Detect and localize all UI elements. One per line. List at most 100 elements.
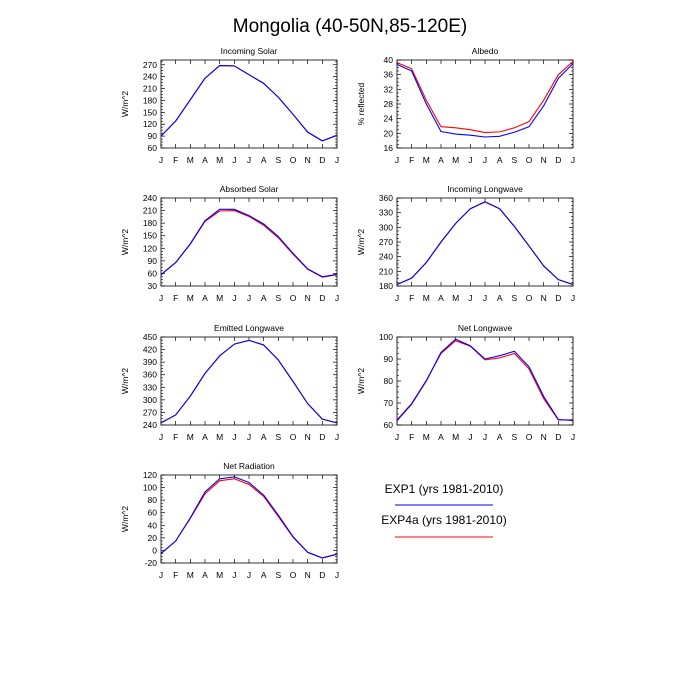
y-tick-label: 270 [143, 407, 157, 417]
x-tick-label: D [319, 570, 325, 580]
x-tick-label: J [247, 432, 251, 442]
x-tick-label: F [409, 155, 414, 165]
x-tick-label: O [526, 293, 533, 303]
y-tick-label: 300 [379, 222, 393, 232]
y-tick-label: 36 [384, 70, 394, 80]
x-tick-label: M [423, 155, 430, 165]
y-tick-label: 20 [384, 128, 394, 138]
x-tick-label: A [261, 570, 267, 580]
x-tick-label: M [187, 155, 194, 165]
y-tick-label: 80 [148, 495, 158, 505]
y-tick-label: 330 [143, 382, 157, 392]
y-tick-label: 24 [384, 114, 394, 124]
x-tick-label: J [571, 432, 575, 442]
x-tick-label: J [395, 155, 399, 165]
y-tick-label: 240 [143, 420, 157, 430]
plot-frame [396, 59, 574, 149]
x-tick-label: A [497, 432, 503, 442]
x-tick-label: M [187, 570, 194, 580]
y-tick-label: 150 [143, 107, 157, 117]
panels: Incoming SolarW/m^2609012015018021024027… [120, 46, 575, 580]
x-tick-label: J [468, 293, 472, 303]
series-line-exp1 [396, 338, 574, 422]
y-tick-label: 60 [148, 143, 158, 153]
y-tick-label: 90 [384, 354, 394, 364]
x-tick-label: J [232, 570, 236, 580]
figure-title: Mongolia (40-50N,85-120E) [233, 16, 467, 37]
panel-title: Emitted Longwave [214, 323, 284, 333]
series-line-exp1 [160, 208, 338, 278]
x-tick-label: J [571, 293, 575, 303]
x-tick-label: N [541, 293, 547, 303]
x-tick-label: N [541, 155, 547, 165]
panel-title: Incoming Longwave [447, 184, 523, 194]
y-tick-label: 16 [384, 143, 394, 153]
y-tick-label: 60 [148, 508, 158, 518]
x-tick-label: J [232, 155, 236, 165]
y-tick-label: 90 [148, 131, 158, 141]
series-line-exp4a [396, 201, 574, 286]
y-tick-label: 120 [143, 470, 157, 480]
y-tick-label: 60 [384, 420, 394, 430]
series-line-exp1 [396, 63, 574, 138]
x-tick-label: A [202, 293, 208, 303]
x-tick-label: N [305, 293, 311, 303]
y-tick-label: 180 [143, 95, 157, 105]
y-tick-label: 240 [143, 193, 157, 203]
plot-frame [160, 197, 338, 287]
x-tick-label: J [335, 293, 339, 303]
y-tick-label: 60 [148, 268, 158, 278]
y-tick-label: 330 [379, 208, 393, 218]
x-tick-label: J [159, 293, 163, 303]
y-tick-label: 90 [148, 256, 158, 266]
y-axis-label: % reflected [356, 82, 366, 125]
x-tick-label: M [452, 155, 459, 165]
panel-incoming-longwave: Incoming Longwave W/m^2 180 210 240 270 300 330… [356, 184, 575, 303]
y-tick-label: 420 [143, 345, 157, 355]
y-axis-label: W/m^2 [120, 229, 130, 255]
y-tick-label: 40 [148, 520, 158, 530]
x-tick-label: J [468, 432, 472, 442]
y-tick-label: 240 [379, 252, 393, 262]
panel-title: Net Longwave [458, 323, 513, 333]
x-tick-label: S [511, 432, 517, 442]
x-tick-label: F [173, 293, 178, 303]
series-line-exp4a [396, 340, 573, 421]
y-tick-label: 40 [384, 55, 394, 65]
y-tick-label: 32 [384, 84, 394, 94]
x-tick-label: F [409, 432, 414, 442]
y-axis-label: W/m^2 [120, 368, 130, 394]
panel-title: Albedo [472, 46, 499, 56]
y-tick-label: 180 [379, 281, 393, 291]
x-tick-label: A [202, 155, 208, 165]
x-tick-label: D [319, 155, 325, 165]
x-tick-label: A [438, 432, 444, 442]
y-tick-label: 0 [152, 545, 157, 555]
panel-title: Absorbed Solar [220, 184, 279, 194]
series-line-exp4a [396, 61, 574, 134]
x-tick-label: F [173, 570, 178, 580]
x-tick-label: A [202, 570, 208, 580]
x-tick-label: J [335, 570, 339, 580]
x-tick-label: A [261, 155, 267, 165]
x-tick-label: S [275, 293, 281, 303]
x-tick-label: O [290, 155, 297, 165]
y-tick-label: 300 [143, 395, 157, 405]
series-line-exp1 [396, 201, 574, 286]
x-tick-label: A [497, 155, 503, 165]
legend-label-exp1: EXP1 (yrs 1981-2010) [385, 482, 504, 496]
x-tick-label: M [452, 432, 459, 442]
x-tick-label: A [438, 155, 444, 165]
x-tick-label: M [187, 293, 194, 303]
x-tick-label: D [319, 432, 325, 442]
plot-frame [396, 197, 574, 287]
x-tick-label: J [159, 570, 163, 580]
y-tick-label: 80 [384, 376, 394, 386]
x-tick-label: D [555, 293, 561, 303]
x-tick-label: F [173, 155, 178, 165]
x-tick-label: J [159, 432, 163, 442]
x-tick-label: J [395, 293, 399, 303]
